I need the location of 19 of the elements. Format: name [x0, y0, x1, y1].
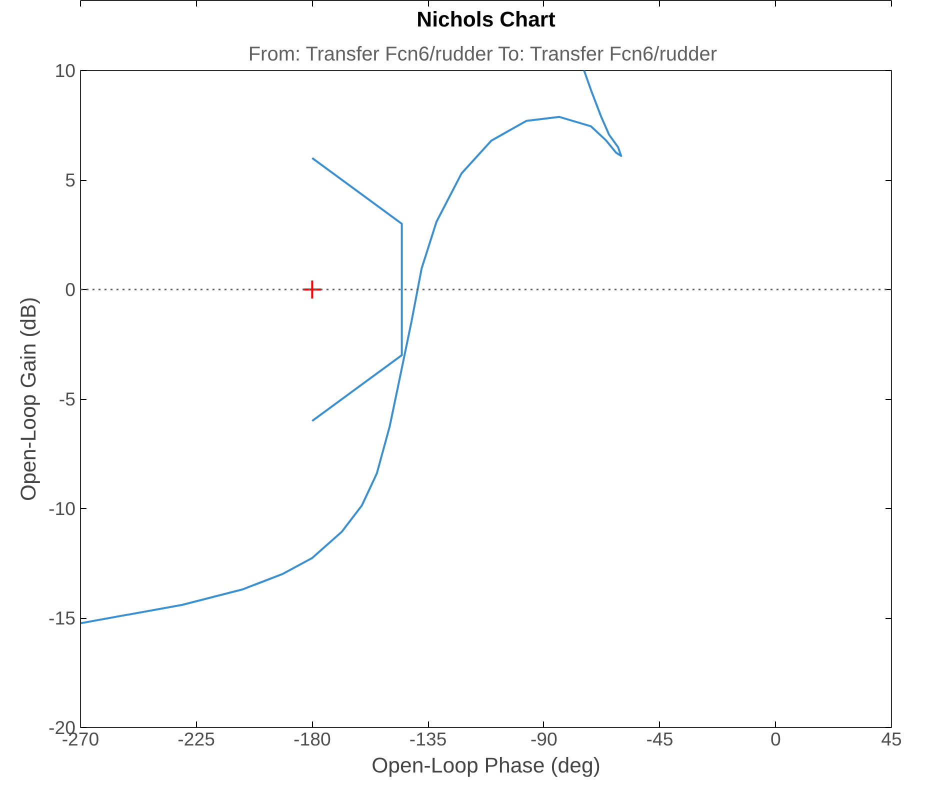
x-tick-label: 45 [881, 728, 902, 750]
x-tick-label: -90 [530, 728, 558, 750]
x-tick-label: -135 [409, 728, 447, 750]
y-tick-label: -10 [48, 498, 76, 519]
line-series [80, 70, 622, 624]
x-tick-label: 0 [770, 728, 781, 750]
y-tick-label: 0 [65, 279, 76, 300]
chart-title: Nichols Chart [416, 8, 556, 32]
y-tick-label: -5 [58, 388, 76, 410]
y-axis-title: Open-Loop Gain (dB) [16, 297, 41, 501]
x-axis-title: Open-Loop Phase (deg) [372, 754, 600, 778]
x-tick-label: -225 [178, 728, 216, 750]
y-tick-label: -15 [48, 608, 76, 628]
y-tick-label: 10 [54, 60, 76, 81]
x-tick-label: -45 [646, 728, 674, 750]
chart-subtitle: From: Transfer Fcn6/rudder To: Transfer Fcn6/rudder [248, 44, 718, 66]
x-tick-label: -180 [294, 728, 331, 750]
y-tick-label: 5 [65, 170, 76, 190]
line-series [311, 157, 403, 422]
